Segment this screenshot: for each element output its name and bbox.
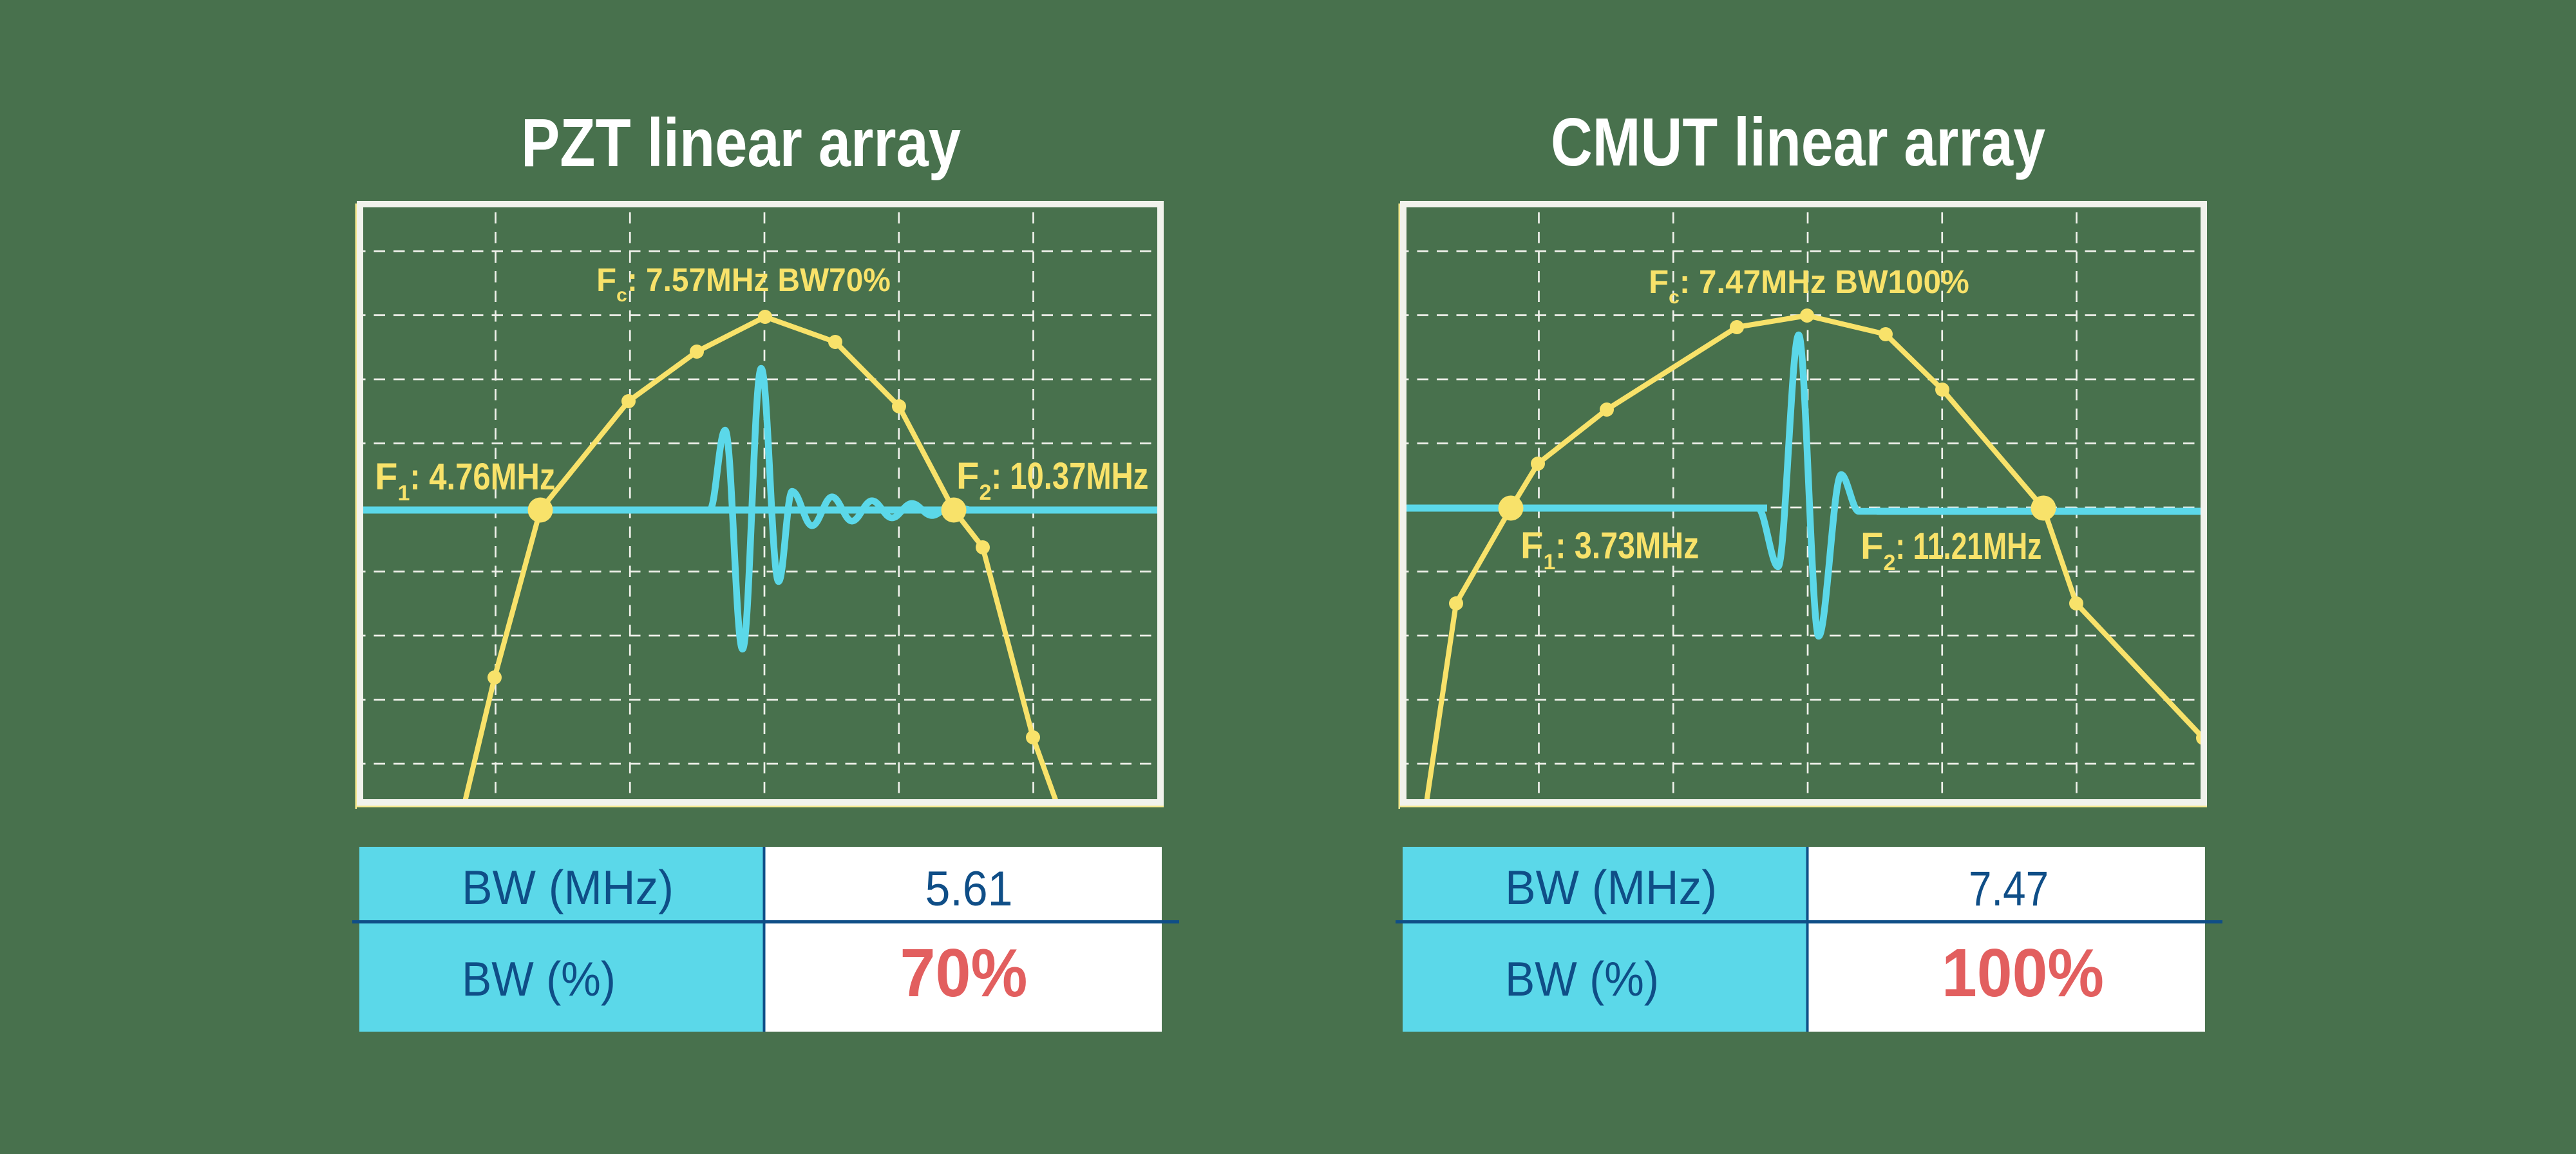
svg-text:F1: 4.76MHz: F1: 4.76MHz bbox=[375, 456, 555, 506]
svg-text:BW (%): BW (%) bbox=[462, 952, 616, 1006]
svg-text:5.61: 5.61 bbox=[925, 862, 1013, 916]
svg-text:F2: 10.37MHz: F2: 10.37MHz bbox=[956, 455, 1148, 505]
svg-text:F2: 11.21MHz: F2: 11.21MHz bbox=[1861, 525, 2041, 575]
svg-text:7.47: 7.47 bbox=[1969, 862, 2049, 916]
svg-text:BW (MHz): BW (MHz) bbox=[1505, 860, 1717, 914]
svg-text:Fc: 7.47MHz BW100%: Fc: 7.47MHz BW100% bbox=[1649, 263, 1969, 308]
svg-text:PZT linear array: PZT linear array bbox=[521, 105, 961, 181]
svg-text:Fc: 7.57MHz BW70%: Fc: 7.57MHz BW70% bbox=[596, 261, 891, 306]
svg-text:70%: 70% bbox=[900, 935, 1028, 1011]
svg-text:BW (%): BW (%) bbox=[1505, 952, 1659, 1006]
svg-text:100%: 100% bbox=[1942, 935, 2104, 1011]
svg-text:BW (MHz): BW (MHz) bbox=[462, 860, 674, 914]
svg-text:F1: 3.73MHz: F1: 3.73MHz bbox=[1520, 525, 1699, 574]
svg-text:CMUT linear array: CMUT linear array bbox=[1551, 104, 2045, 180]
